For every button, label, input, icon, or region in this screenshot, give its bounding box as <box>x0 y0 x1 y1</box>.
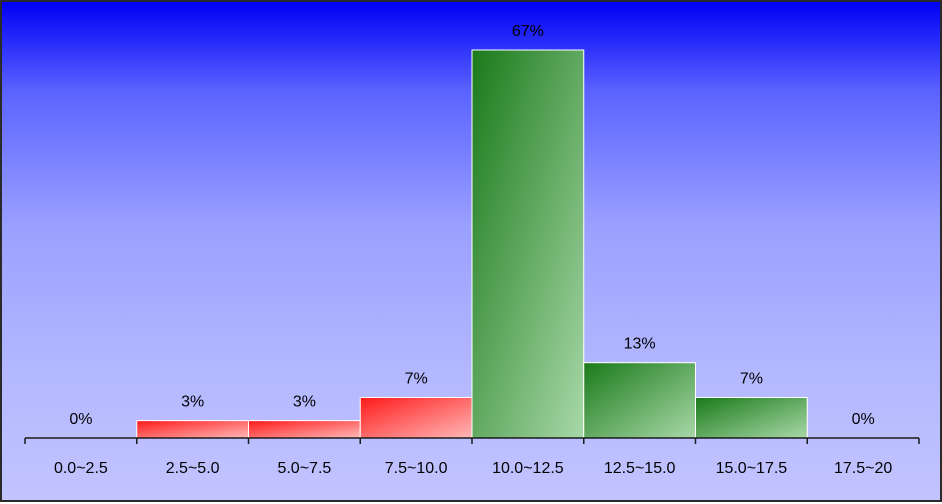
tick-label-5.0~7.5: 5.0~7.5 <box>277 460 331 477</box>
tick-labels-layer: 0.0~2.5 2.5~5.0 5.0~7.5 7.5~10.0 10.0~12.5 12… <box>54 460 892 477</box>
bars-layer <box>136 49 808 439</box>
bar-5.0~7.5 <box>248 420 361 439</box>
data-label-15.0~17.5: 7% <box>740 370 763 387</box>
bar-2.5~5.0 <box>136 420 249 439</box>
data-labels-layer: 0% 3% 3% 7% 67% 13% 7% 0% <box>69 23 874 428</box>
bar-7.5~10.0 <box>359 396 473 439</box>
x-axis <box>24 437 920 444</box>
tick-label-17.5~20: 17.5~20 <box>834 460 892 477</box>
tick-label-15.0~17.5: 15.0~17.5 <box>716 460 788 477</box>
tick-label-12.5~15.0: 12.5~15.0 <box>604 460 676 477</box>
data-label-0.0~2.5: 0% <box>69 411 92 428</box>
tick-label-10.0~12.5: 10.0~12.5 <box>492 460 564 477</box>
data-label-12.5~15.0: 13% <box>624 336 656 353</box>
data-label-5.0~7.5: 3% <box>293 394 316 411</box>
data-label-2.5~5.0: 3% <box>181 394 204 411</box>
tick-label-2.5~5.0: 2.5~5.0 <box>166 460 220 477</box>
data-label-17.5~20: 0% <box>852 411 875 428</box>
bar-10.0~12.5 <box>471 49 585 439</box>
bar-15.0~17.5 <box>695 396 808 439</box>
data-label-7.5~10.0: 7% <box>405 370 428 387</box>
bar-12.5~15.0 <box>583 362 696 439</box>
data-label-10.0~12.5: 67% <box>512 23 544 40</box>
tick-label-7.5~10.0: 7.5~10.0 <box>385 460 448 477</box>
tick-label-0.0~2.5: 0.0~2.5 <box>54 460 108 477</box>
